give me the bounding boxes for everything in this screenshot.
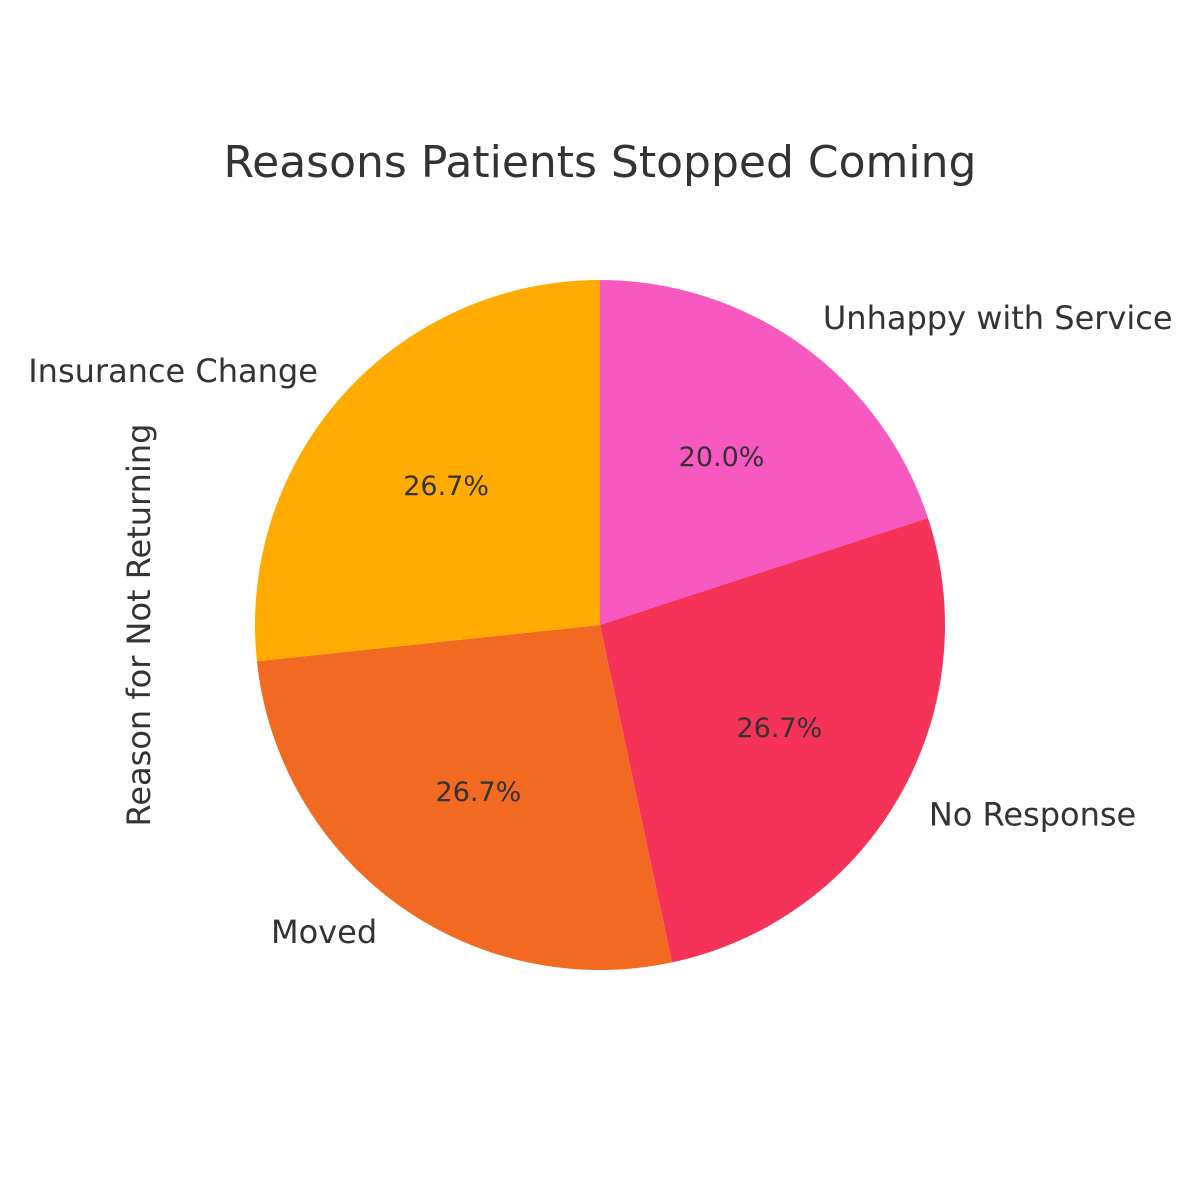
slice-label-moved: Moved — [271, 913, 377, 951]
pie-slice-moved — [256, 625, 673, 970]
pie-slice-unhappy-with-service — [600, 280, 928, 625]
chart-title: Reasons Patients Stopped Coming — [224, 137, 977, 188]
slice-label-unhappy-with-service: Unhappy with Service — [823, 299, 1173, 337]
slice-label-no-response: No Response — [929, 795, 1136, 833]
pie-slice-insurance-change — [254, 280, 600, 662]
slice-label-insurance-change: Insurance Change — [28, 352, 318, 390]
pie-slices — [254, 280, 945, 970]
percent-label-unhappy-with-service: 20.0% — [679, 442, 765, 473]
percent-label-moved: 26.7% — [436, 777, 522, 808]
pie-slice-no-response — [600, 517, 945, 963]
y-axis-label: Reason for Not Returning — [120, 424, 158, 827]
pie-labels: Unhappy with Service 20.0% No Response 26.7… — [28, 299, 1172, 951]
percent-label-no-response: 26.7% — [736, 713, 822, 744]
percent-label-insurance-change: 26.7% — [403, 471, 489, 502]
